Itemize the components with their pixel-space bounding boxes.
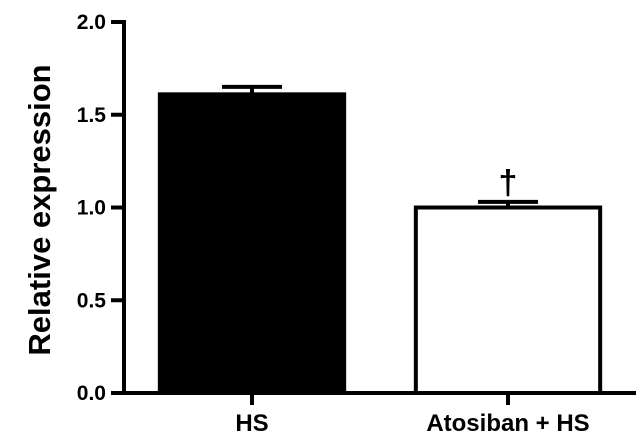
x-label-1: Atosiban + HS bbox=[426, 410, 589, 437]
y-tick-label-2: 1.0 bbox=[77, 197, 106, 220]
x-axis-labels: HS Atosiban + HS bbox=[235, 393, 590, 437]
x-label-0: HS bbox=[235, 410, 268, 437]
y-axis-ticks: 0.0 0.5 1.0 1.5 2.0 bbox=[77, 11, 124, 405]
axes-group bbox=[122, 20, 636, 395]
bars-group bbox=[157, 84, 603, 395]
bar-0 bbox=[157, 92, 347, 395]
significance-mark-0: † bbox=[499, 164, 518, 202]
y-axis-title: Relative expression bbox=[22, 64, 57, 355]
y-tick-label-3: 1.5 bbox=[77, 104, 107, 127]
y-tick-label-1: 0.5 bbox=[77, 289, 107, 312]
annotations-group: † bbox=[499, 164, 518, 202]
bar-1 bbox=[413, 205, 603, 395]
y-tick-label-4: 2.0 bbox=[77, 11, 106, 34]
y-tick-label-0: 0.0 bbox=[77, 382, 106, 405]
